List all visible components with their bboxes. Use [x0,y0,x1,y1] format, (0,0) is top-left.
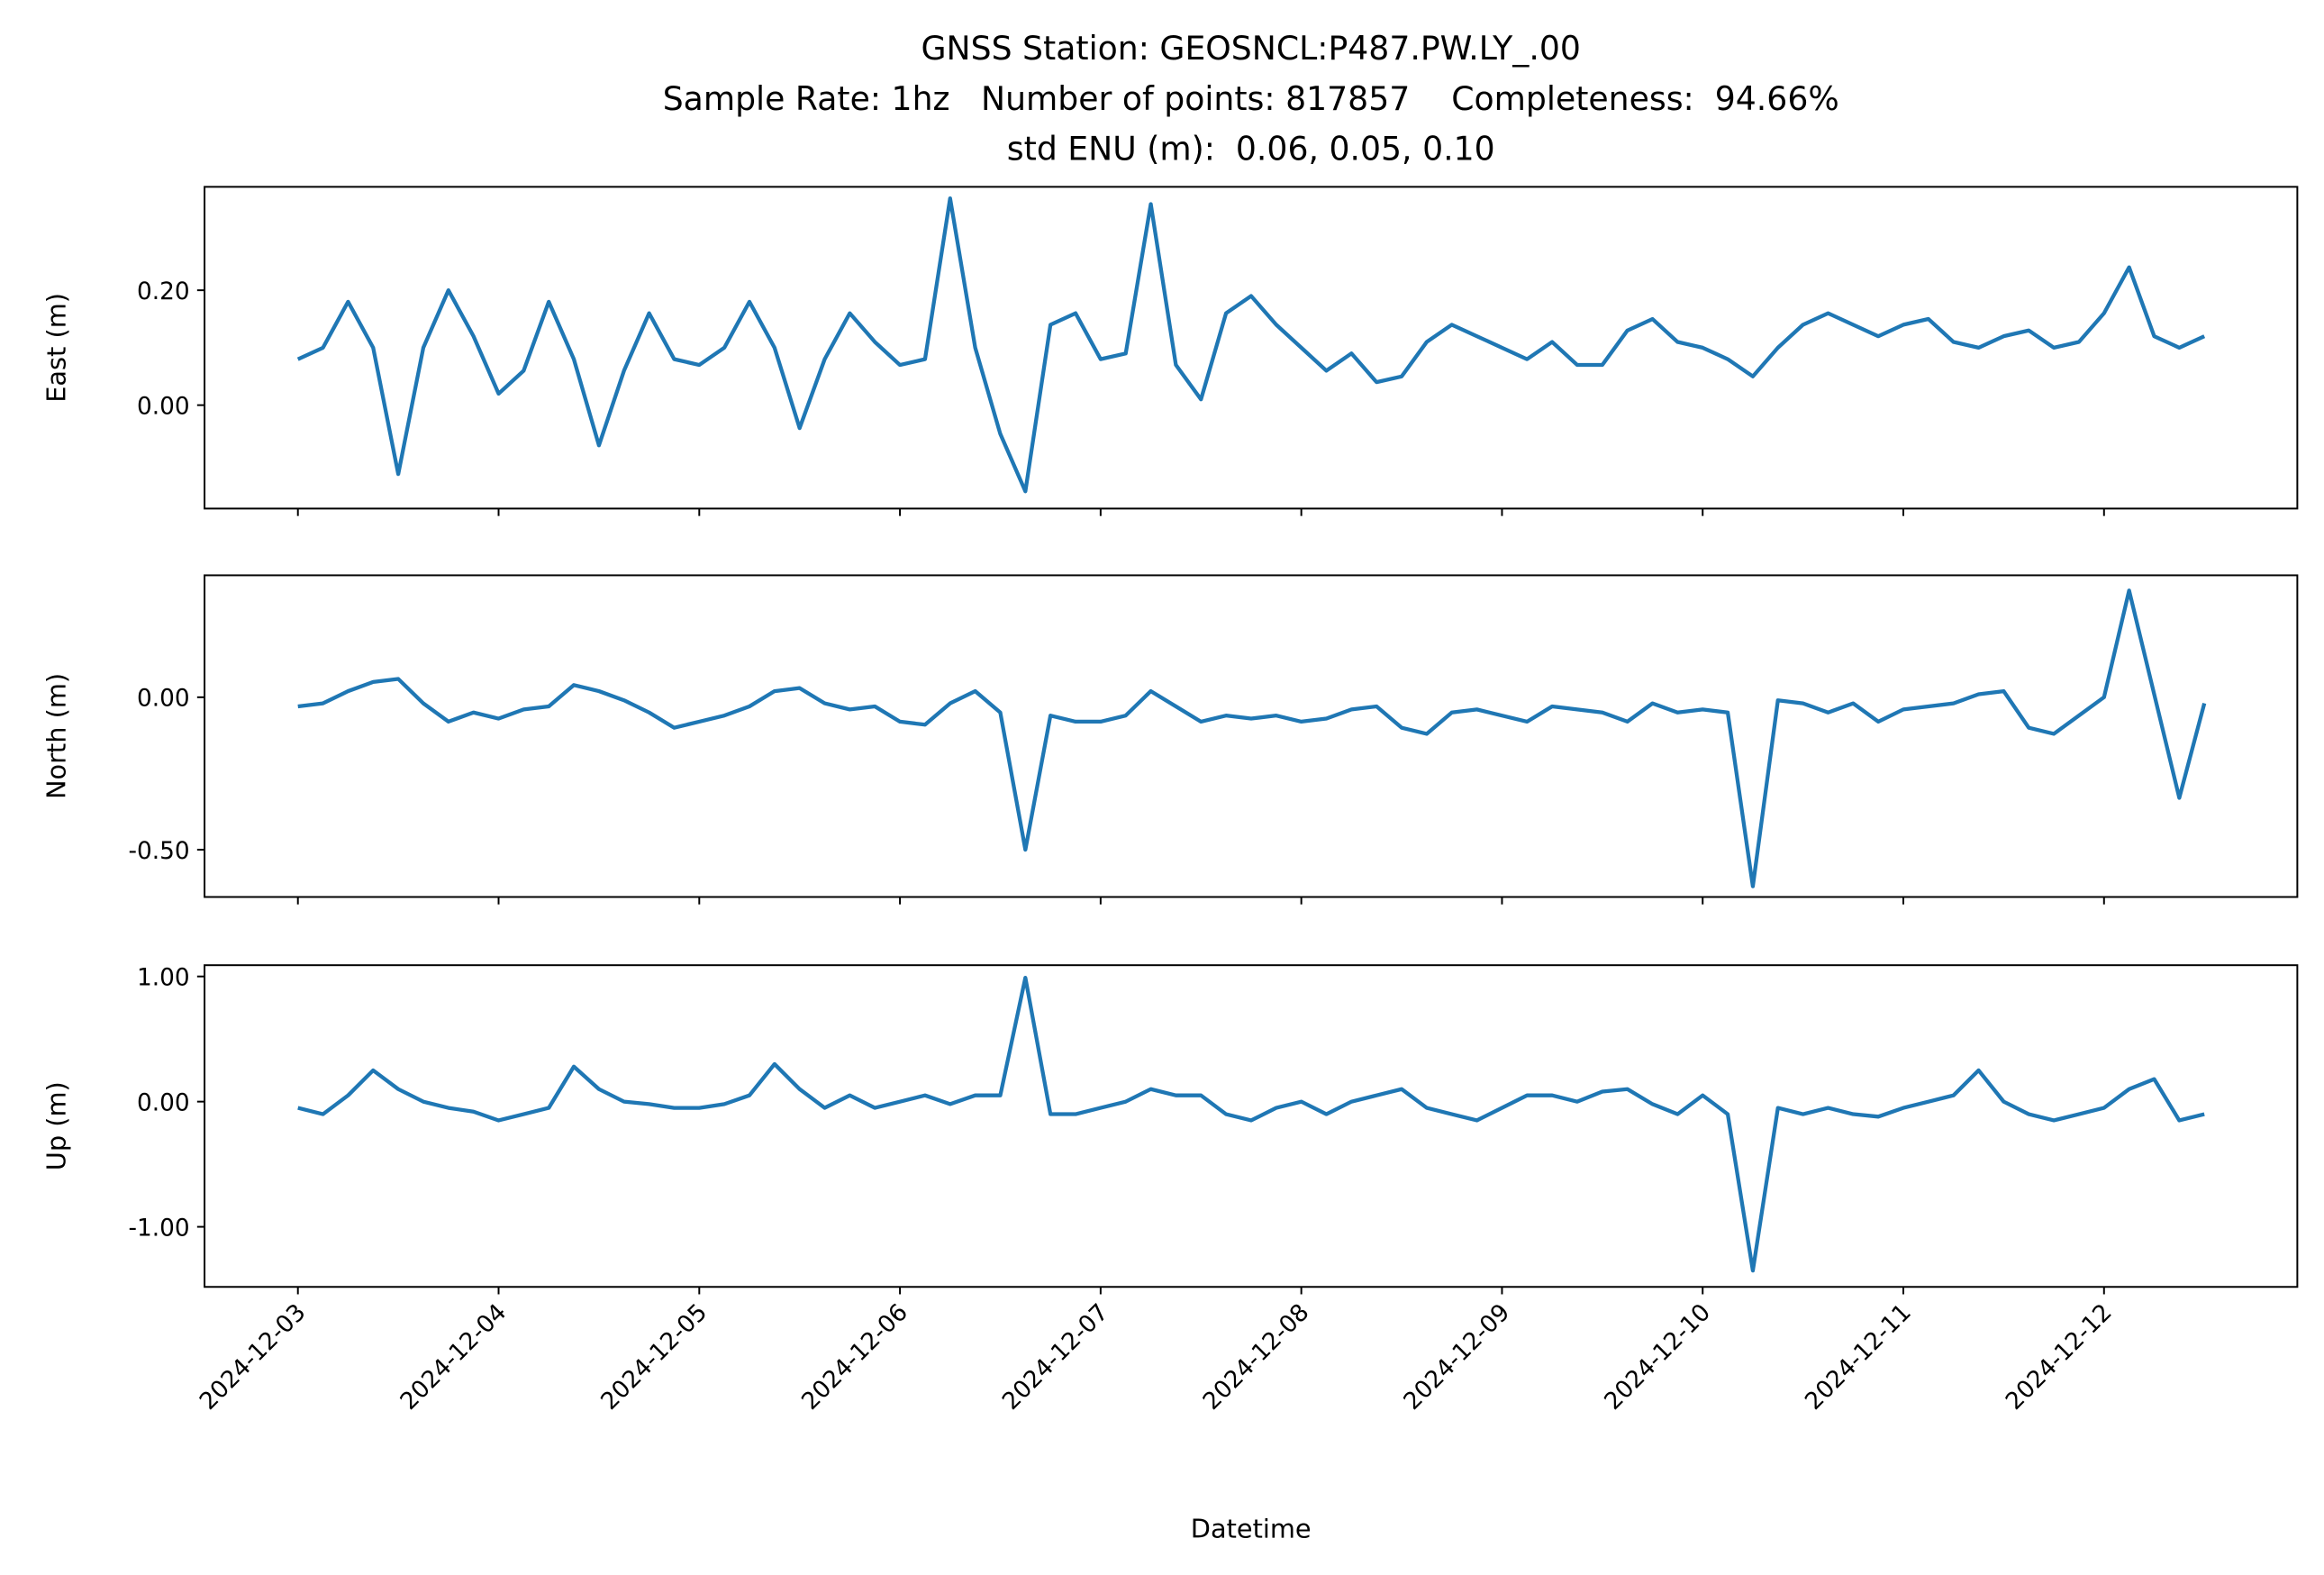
y-tick-label: 0.00 [137,686,190,713]
y-tick-label: -0.50 [129,838,190,865]
axes-frame [204,186,2299,510]
data-line [296,196,2206,494]
chart-title: GNSS Station: GEOSNCL:P487.PW.LY_.00 [921,29,1581,68]
chart-subtitle: std ENU (m): 0.06, 0.05, 0.10 [1007,130,1495,168]
y-tick-label: 0.00 [137,1090,190,1117]
x-axis-label: Datetime [1191,1513,1312,1543]
axes-frame [204,574,2299,898]
y-tick-label: 1.00 [137,965,190,992]
y-tick-label: -1.00 [129,1215,190,1242]
y-axis-label: North (m) [41,673,71,799]
data-line [297,588,2207,888]
data-line [297,975,2205,1273]
y-tick-label: 0.00 [137,394,190,421]
axes-frame [204,964,2299,1288]
y-axis-label: Up (m) [41,1081,71,1170]
y-axis-label: East (m) [41,293,71,403]
chart-subtitle: Sample Rate: 1hz Number of points: 81785… [663,79,1839,118]
y-tick-label: 0.20 [137,278,190,305]
